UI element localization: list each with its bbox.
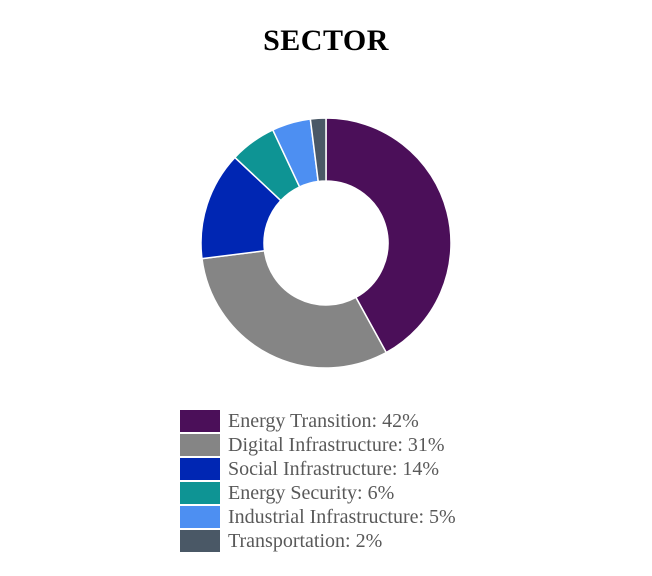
legend-swatch bbox=[180, 410, 220, 432]
legend-swatch bbox=[180, 506, 220, 528]
chart-title: SECTOR bbox=[263, 24, 389, 57]
legend-item: Energy Transition: 42% bbox=[180, 409, 456, 433]
legend-label: Energy Transition: 42% bbox=[228, 410, 419, 432]
legend-item: Social Infrastructure: 14% bbox=[180, 457, 456, 481]
legend-item: Energy Security: 6% bbox=[180, 481, 456, 505]
legend-label: Social Infrastructure: 14% bbox=[228, 458, 440, 480]
legend-label: Industrial Infrastructure: 5% bbox=[228, 506, 456, 528]
legend-label: Energy Security: 6% bbox=[228, 482, 395, 504]
legend-item: Industrial Infrastructure: 5% bbox=[180, 505, 456, 529]
legend-swatch bbox=[180, 482, 220, 504]
legend-swatch bbox=[180, 458, 220, 480]
donut-slice bbox=[309, 117, 327, 183]
chart-legend: Energy Transition: 42% Digital Infrastru… bbox=[180, 409, 456, 553]
donut-slice bbox=[201, 249, 388, 369]
legend-swatch bbox=[180, 434, 220, 456]
legend-label: Transportation: 2% bbox=[228, 530, 383, 552]
legend-swatch bbox=[180, 530, 220, 552]
legend-item: Digital Infrastructure: 31% bbox=[180, 433, 456, 457]
legend-label: Digital Infrastructure: 31% bbox=[228, 434, 445, 456]
legend-item: Transportation: 2% bbox=[180, 529, 456, 553]
donut-slice bbox=[325, 117, 452, 354]
